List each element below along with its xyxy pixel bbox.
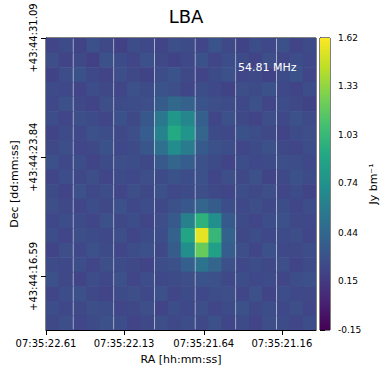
svg-text:0.74: 0.74	[338, 178, 358, 188]
svg-text:1.62: 1.62	[338, 33, 358, 43]
svg-text:+43:44:31.09: +43:44:31.09	[28, 3, 39, 72]
svg-text:07:35:22.61: 07:35:22.61	[16, 338, 77, 349]
svg-text:0.44: 0.44	[338, 228, 358, 238]
svg-text:+43:44:23.84: +43:44:23.84	[28, 123, 39, 192]
svg-text:1.03: 1.03	[338, 130, 358, 140]
svg-text:54.81 MHz: 54.81 MHz	[238, 61, 297, 74]
svg-text:RA [hh:mm:ss]: RA [hh:mm:ss]	[140, 353, 221, 366]
svg-text:-0.15: -0.15	[338, 325, 361, 335]
svg-text:1.33: 1.33	[338, 81, 358, 91]
svg-text:LBA: LBA	[169, 6, 204, 27]
svg-text:07:35:21.64: 07:35:21.64	[173, 338, 234, 349]
svg-text:Jy bm⁻¹: Jy bm⁻¹	[367, 163, 380, 205]
svg-text:+43:44:16.59: +43:44:16.59	[28, 242, 39, 311]
svg-text:0.15: 0.15	[338, 276, 358, 286]
svg-text:07:35:22.13: 07:35:22.13	[94, 338, 155, 349]
svg-text:07:35:21.16: 07:35:21.16	[251, 338, 312, 349]
svg-text:Dec [dd:mm:ss]: Dec [dd:mm:ss]	[8, 140, 21, 228]
